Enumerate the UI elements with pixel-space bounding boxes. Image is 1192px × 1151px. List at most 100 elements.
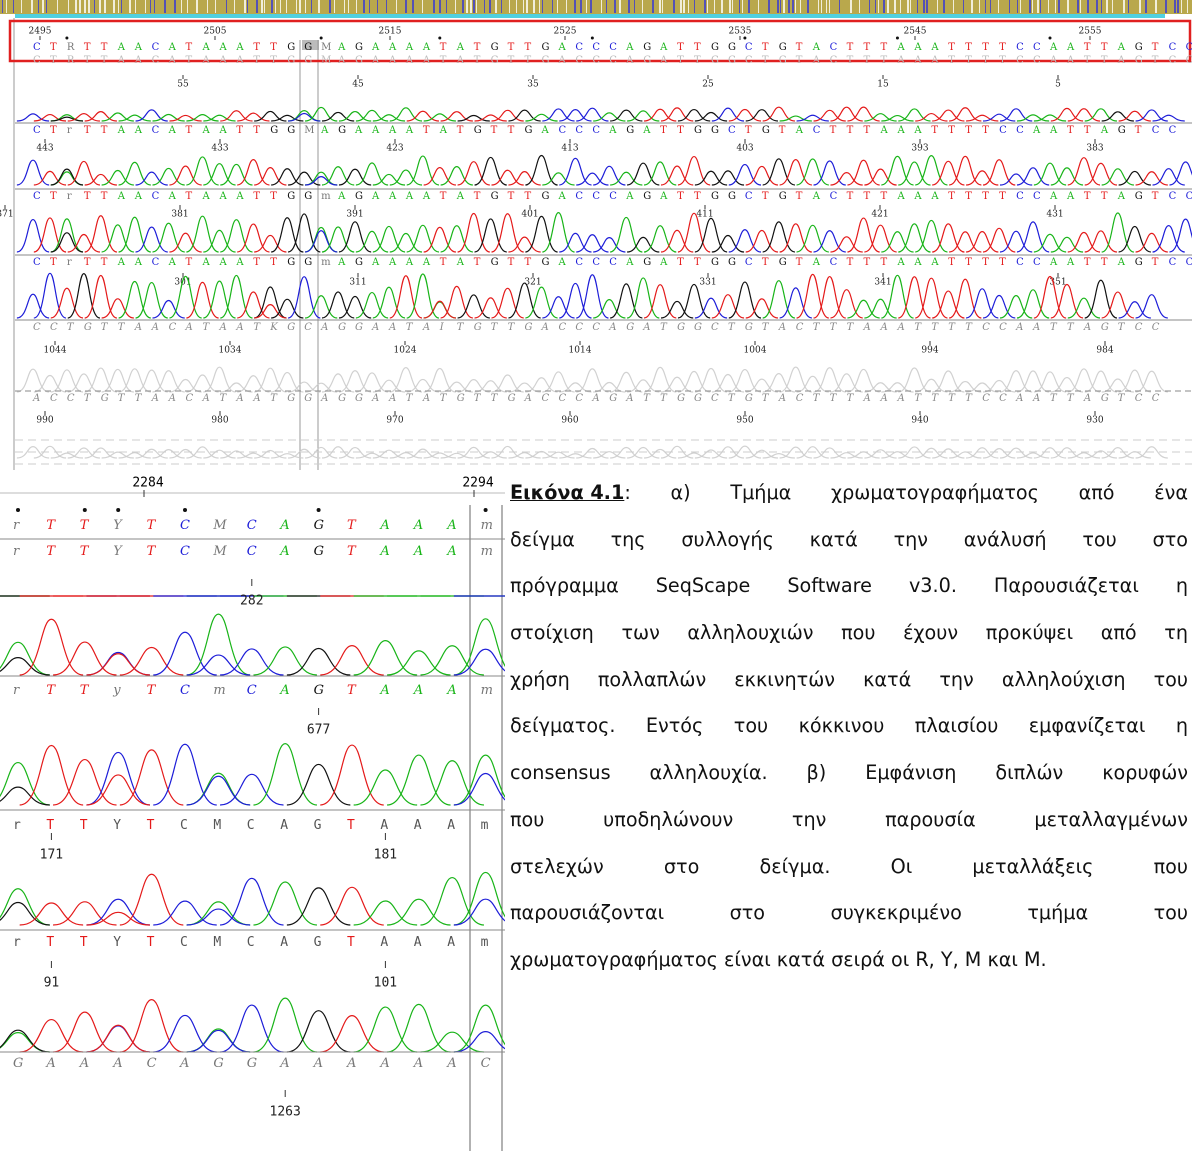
overview-stripe (807, 0, 809, 13)
base: G (626, 125, 634, 136)
caption-line: πρόγραμμα SeqScape Software v3.0. Παρουσ… (510, 567, 1188, 614)
overview-stripe (875, 0, 876, 13)
base: T (694, 55, 701, 66)
caption-text: consensus αλληλουχία. β) Εμφάνιση διπλών… (510, 754, 1188, 801)
base: T (965, 191, 972, 202)
base: A (930, 257, 939, 268)
base: T (147, 935, 155, 950)
chromatogram-detail: 22842294rTTYTCMCAGTAAAmrTTYTCMCAGTAAAm28… (0, 475, 505, 1151)
base: A (405, 42, 414, 53)
base: T (745, 125, 752, 136)
base: C (999, 125, 1007, 136)
base: A (778, 393, 786, 404)
base: A (456, 191, 465, 202)
position-number: 980 (211, 416, 228, 426)
overview-stripe (226, 0, 227, 13)
base: A (134, 55, 143, 66)
caption-text: στοίχιση των αλληλουχιών που έχουν προκύ… (510, 614, 1188, 661)
base: A (218, 257, 227, 268)
base: C (1152, 125, 1160, 136)
trace-peak (0, 642, 50, 675)
overview-stripe (396, 0, 397, 13)
base: A (413, 683, 423, 698)
base: T (80, 683, 90, 698)
base: A (134, 42, 143, 53)
position-number: 35 (527, 80, 539, 90)
trace-peak (420, 761, 483, 805)
base: A (320, 322, 328, 333)
base: A (354, 125, 363, 136)
base: T (253, 191, 260, 202)
base: A (168, 42, 177, 53)
base: G (677, 393, 685, 404)
base: A (371, 393, 379, 404)
overview-stripe (780, 0, 781, 13)
base: T (948, 55, 955, 66)
base: A (659, 191, 668, 202)
base: G (779, 42, 787, 53)
base: C (180, 544, 190, 559)
base: C (796, 322, 804, 333)
overview-stripe (94, 0, 95, 13)
position-number: 1014 (569, 346, 592, 356)
base: T (965, 42, 972, 53)
base: A (1083, 393, 1091, 404)
base: G (355, 393, 363, 404)
base: G (525, 125, 533, 136)
position-number: 994 (921, 346, 938, 356)
base: A (625, 393, 633, 404)
base: A (202, 191, 211, 202)
overview-stripe (121, 0, 122, 13)
overview-stripe (926, 0, 928, 13)
base: A (337, 191, 346, 202)
base: G (304, 55, 312, 66)
base: M (212, 544, 227, 559)
base: T (253, 257, 260, 268)
edit-dot (743, 37, 746, 40)
overview-stripe (574, 0, 576, 13)
figure-caption: Εικόνα 4.1: α) Τμήμα χρωματογραφήματος α… (510, 474, 1188, 988)
position-number: 1024 (394, 346, 417, 356)
trace-peak (454, 755, 505, 805)
position-number: 393 (911, 144, 928, 154)
base: G (338, 125, 346, 136)
base: C (180, 818, 188, 833)
base: m (481, 683, 493, 698)
base: C (1016, 42, 1024, 53)
overview-stripe (1020, 0, 1021, 13)
ruler-number: 2294 (462, 476, 493, 491)
base: T (186, 257, 193, 268)
base: C (50, 393, 58, 404)
base: A (235, 55, 244, 66)
base-sequence: GAAACAGGAAAAAAC (13, 1056, 491, 1071)
base: G (1135, 257, 1143, 268)
position-number: 381 (171, 210, 188, 220)
base: A (279, 518, 289, 533)
base: A (379, 518, 389, 533)
base-sequence: CTrTTAACATAAATTGGmAGAAAATATGTTGACCCAGATT… (33, 257, 1192, 268)
base: A (134, 191, 143, 202)
base: C (33, 125, 41, 136)
base: M (304, 125, 314, 136)
overview-stripe (1055, 0, 1056, 13)
overview-stripe (46, 0, 47, 13)
overview-stripe (42, 0, 44, 13)
base-sequence: rTTYTCMCAGTAAAm (13, 518, 493, 533)
base: A (447, 935, 455, 950)
base: C (609, 42, 617, 53)
overview-stripe (439, 0, 441, 13)
base: R (67, 55, 75, 66)
base: G (728, 191, 736, 202)
base: m (321, 257, 331, 268)
overview-stripe (900, 0, 901, 13)
overview-stripe (878, 0, 879, 13)
base: A (168, 393, 176, 404)
base: A (279, 1056, 289, 1071)
base: G (1135, 191, 1143, 202)
base: C (1169, 125, 1177, 136)
base: A (117, 42, 126, 53)
base: T (965, 125, 972, 136)
base: T (147, 544, 157, 559)
base: T (101, 191, 108, 202)
position-number: 421 (871, 210, 888, 220)
